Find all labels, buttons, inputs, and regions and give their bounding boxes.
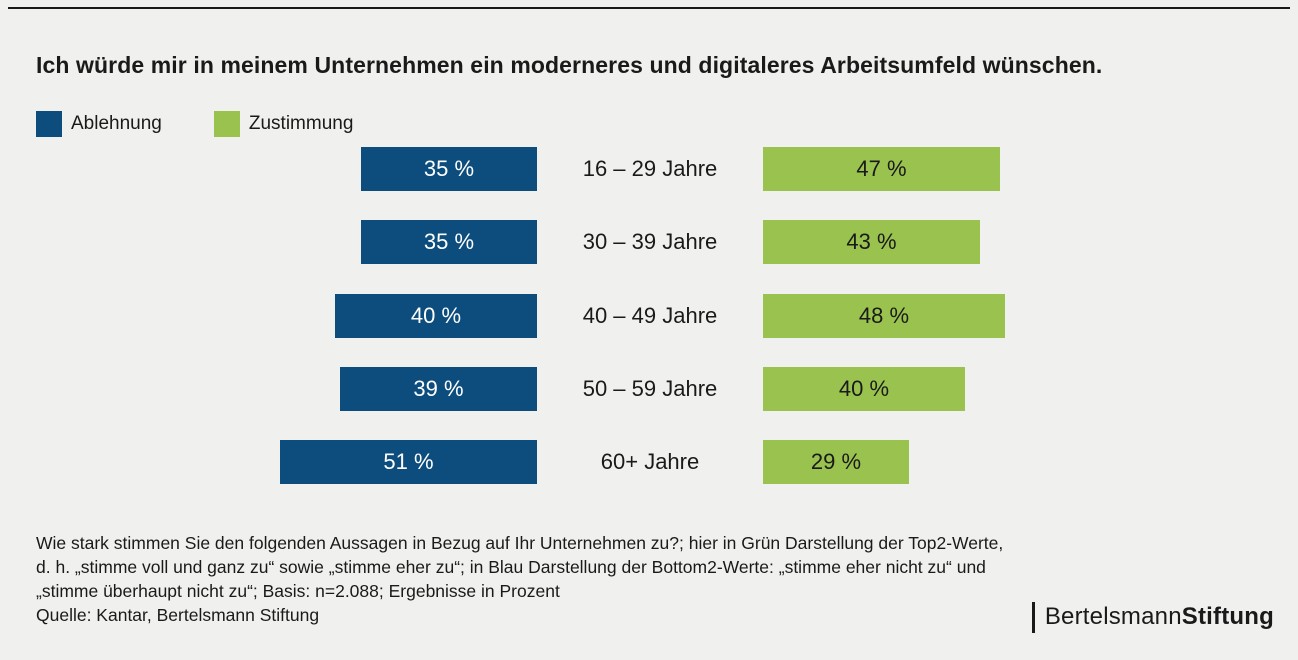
age-group-label: 40 – 49 Jahre (582, 303, 718, 328)
bar-row: 35 % 16 – 29 Jahre 47 % (0, 147, 1298, 191)
ablehnung-bar: 39 % (340, 367, 537, 411)
footnote: Wie stark stimmen Sie den folgenden Auss… (36, 531, 1003, 627)
legend: Ablehnung Zustimmung (36, 111, 353, 137)
zustimmung-bar: 29 % (763, 440, 909, 484)
zustimmung-value-label: 47 % (856, 156, 907, 181)
zustimmung-value-label: 29 % (810, 449, 862, 474)
legend-item-zustimmung: Zustimmung (213, 111, 354, 137)
zustimmung-bar: 48 % (763, 294, 1005, 338)
logo-text-bold: Stiftung (1181, 603, 1274, 630)
logo-text: BertelsmannStiftung (1045, 601, 1274, 632)
age-group-label: 30 – 39 Jahre (582, 229, 718, 254)
chart-title: Ich würde mir in meinem Unternehmen ein … (36, 52, 1103, 78)
ablehnung-value-label: 35 % (423, 229, 475, 254)
zustimmung-value-label: 48 % (858, 303, 910, 328)
bar-row: 35 % 30 – 39 Jahre 43 % (0, 220, 1298, 264)
ablehnung-bar: 40 % (335, 294, 537, 338)
bar-row: 40 % 40 – 49 Jahre 48 % (0, 294, 1298, 338)
ablehnung-bar: 35 % (361, 220, 537, 264)
bar-row: 39 % 50 – 59 Jahre 40 % (0, 367, 1298, 411)
bertelsmann-stiftung-logo: BertelsmannStiftung (1031, 601, 1274, 633)
logo-text-regular: Bertelsmann (1044, 603, 1182, 630)
logo-bar-icon (1031, 602, 1035, 633)
top-keyline (8, 7, 1290, 9)
zustimmung-swatch (213, 111, 240, 137)
ablehnung-value-label: 39 % (413, 376, 464, 401)
legend-label-ablehnung: Ablehnung (71, 113, 162, 134)
zustimmung-value-label: 40 % (838, 376, 890, 401)
ablehnung-value-label: 51 % (383, 449, 434, 474)
ablehnung-bar: 51 % (280, 440, 537, 484)
ablehnung-value-label: 35 % (423, 156, 475, 181)
bar-row: 51 % 60+ Jahre 29 % (0, 440, 1298, 484)
source-line: Quelle: Kantar, Bertelsmann Stiftung (36, 605, 320, 625)
zustimmung-bar: 47 % (763, 147, 1000, 191)
age-group-label: 60+ Jahre (600, 449, 700, 474)
legend-label-zustimmung: Zustimmung (248, 113, 354, 134)
ablehnung-swatch (36, 111, 62, 137)
zustimmung-value-label: 43 % (846, 229, 897, 254)
zustimmung-bar: 40 % (763, 367, 965, 411)
legend-item-ablehnung: Ablehnung (36, 111, 162, 137)
zustimmung-bar: 43 % (763, 220, 980, 264)
ablehnung-bar: 35 % (361, 147, 537, 191)
age-group-label: 16 – 29 Jahre (582, 156, 718, 181)
footnote-line-3: „stimme überhaupt nicht zu“; Basis: n=2.… (36, 581, 560, 601)
age-group-label: 50 – 59 Jahre (582, 376, 718, 401)
footnote-line-2: d. h. „stimme voll und ganz zu“ sowie „s… (36, 557, 986, 577)
ablehnung-value-label: 40 % (410, 303, 462, 328)
footnote-line-1: Wie stark stimmen Sie den folgenden Auss… (36, 533, 1004, 553)
